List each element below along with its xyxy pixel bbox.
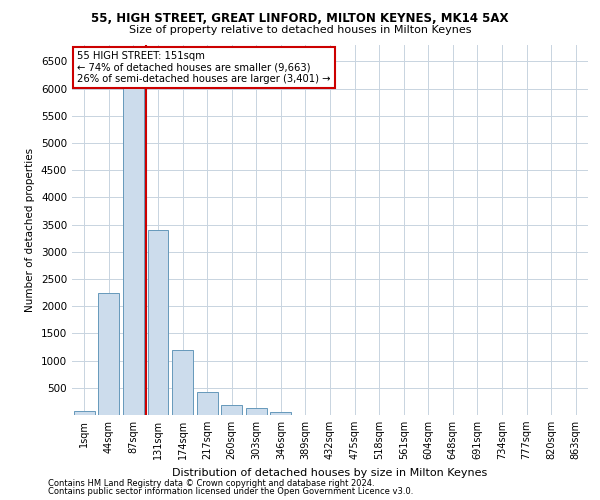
Text: Contains HM Land Registry data © Crown copyright and database right 2024.: Contains HM Land Registry data © Crown c… [48,478,374,488]
Text: Contains public sector information licensed under the Open Government Licence v3: Contains public sector information licen… [48,487,413,496]
Bar [271,412,292,415]
Bar [172,350,193,415]
Bar [246,408,267,415]
Bar [123,86,144,415]
Text: 55 HIGH STREET: 151sqm
← 74% of detached houses are smaller (9,663)
26% of semi-: 55 HIGH STREET: 151sqm ← 74% of detached… [77,50,331,84]
Text: 55, HIGH STREET, GREAT LINFORD, MILTON KEYNES, MK14 5AX: 55, HIGH STREET, GREAT LINFORD, MILTON K… [91,12,509,26]
Text: Size of property relative to detached houses in Milton Keynes: Size of property relative to detached ho… [129,25,471,35]
Bar [74,411,95,415]
Bar [197,392,218,415]
Bar [98,292,119,415]
Y-axis label: Number of detached properties: Number of detached properties [25,148,35,312]
Bar [148,230,169,415]
X-axis label: Distribution of detached houses by size in Milton Keynes: Distribution of detached houses by size … [172,468,488,477]
Bar [221,406,242,415]
